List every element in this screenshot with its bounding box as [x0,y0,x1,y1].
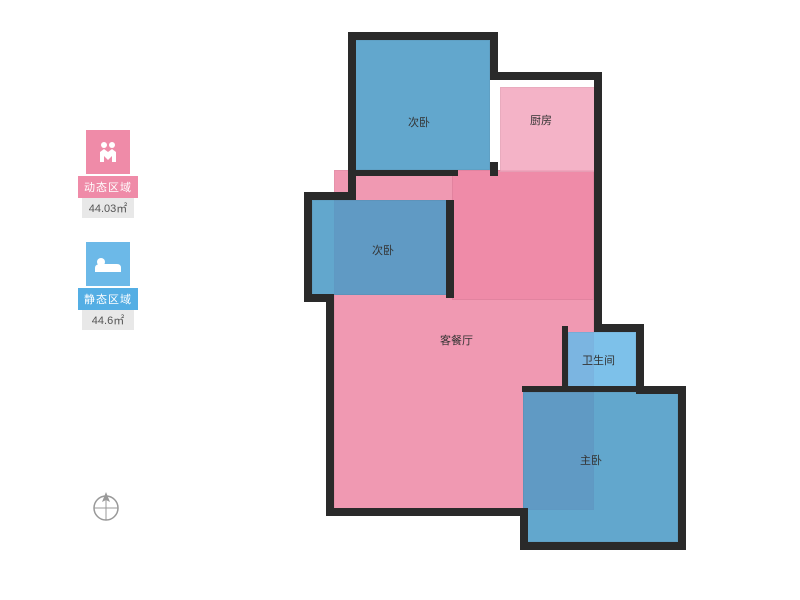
wall [304,192,312,302]
floorplan: 次卧 厨房 次卧 客餐厅 卫生间 主卧 [290,32,700,562]
wall [522,386,682,392]
sleep-icon [86,242,130,286]
compass-icon [88,488,124,524]
label-bedroom-top: 次卧 [408,114,430,130]
wall [678,386,686,550]
wall [326,508,528,516]
label-bedroom-mid: 次卧 [372,242,394,258]
legend-static-label: 静态区域 [78,288,138,310]
wall [348,32,498,40]
wall [594,72,602,332]
room-corridor-low [452,170,594,300]
legend-dynamic: 动态区域 44.03㎡ [78,130,138,218]
wall [562,326,568,392]
wall [446,200,454,298]
legend-static-value: 44.6㎡ [82,310,134,330]
label-bathroom: 卫生间 [582,352,615,368]
wall [636,324,644,394]
legend-dynamic-label: 动态区域 [78,176,138,198]
label-kitchen: 厨房 [530,112,552,128]
legend-dynamic-value: 44.03㎡ [82,198,134,218]
label-living: 客餐厅 [440,332,473,348]
legend-static: 静态区域 44.6㎡ [78,242,138,330]
wall [490,162,498,176]
room-bedroom-top [355,40,490,170]
wall [348,170,458,176]
label-master: 主卧 [580,452,602,468]
legend: 动态区域 44.03㎡ 静态区域 44.6㎡ [78,130,138,354]
wall [326,294,334,516]
wall [520,508,528,550]
wall [490,72,602,80]
wall [520,542,686,550]
room-kitchen [500,87,595,172]
people-icon [86,130,130,174]
